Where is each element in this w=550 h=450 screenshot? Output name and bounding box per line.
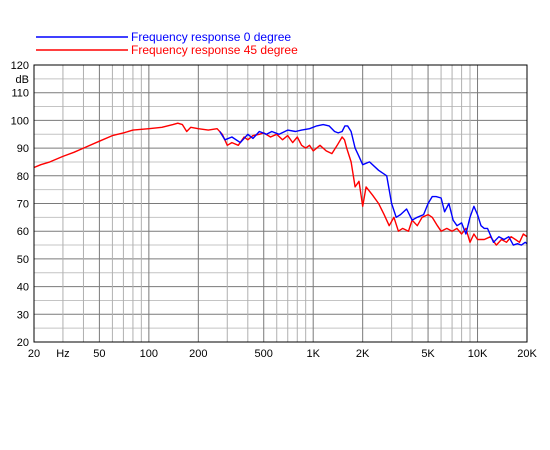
x-tick-label: Hz (56, 348, 69, 360)
y-tick-label: 70 (17, 199, 29, 211)
x-axis: 20 Hz 50 100 200 500 1K 2K 5K 10K 20K (28, 348, 538, 360)
x-tick-label: 100 (140, 348, 158, 360)
x-tick-label: 50 (93, 348, 105, 360)
series-45-degree-line (33, 122, 528, 246)
y-tick-label: 110 (11, 88, 29, 100)
y-tick-label: 20 (17, 337, 29, 349)
y-tick-label: 50 (17, 254, 29, 266)
x-tick-label: 5K (421, 348, 435, 360)
series-0-degree-line (219, 123, 528, 246)
y-tick-label: 30 (17, 309, 29, 321)
plot-frame (33, 64, 528, 343)
x-tick-label: 500 (255, 348, 273, 360)
series-group (33, 122, 528, 246)
y-axis: 120 dB 110 100 90 80 70 60 50 40 30 20 (11, 60, 29, 349)
legend-label: Frequency response 45 degree (131, 43, 298, 57)
x-tick-label: 200 (189, 348, 207, 360)
legend-label: Frequency response 0 degree (131, 30, 291, 44)
grid (34, 64, 527, 343)
y-tick-label: 120 (11, 60, 29, 72)
x-tick-label: 10K (468, 348, 488, 360)
y-tick-label: 60 (17, 226, 29, 238)
y-tick-label: dB (16, 74, 29, 86)
y-tick-label: 80 (17, 171, 29, 183)
y-tick-label: 100 (11, 115, 29, 127)
y-tick-label: 90 (17, 143, 29, 155)
x-tick-label: 20K (517, 348, 537, 360)
x-tick-label: 2K (356, 348, 370, 360)
x-tick-label: 1K (306, 348, 320, 360)
x-tick-label: 20 (28, 348, 40, 360)
y-tick-label: 40 (17, 282, 29, 294)
plot-border (33, 64, 528, 343)
